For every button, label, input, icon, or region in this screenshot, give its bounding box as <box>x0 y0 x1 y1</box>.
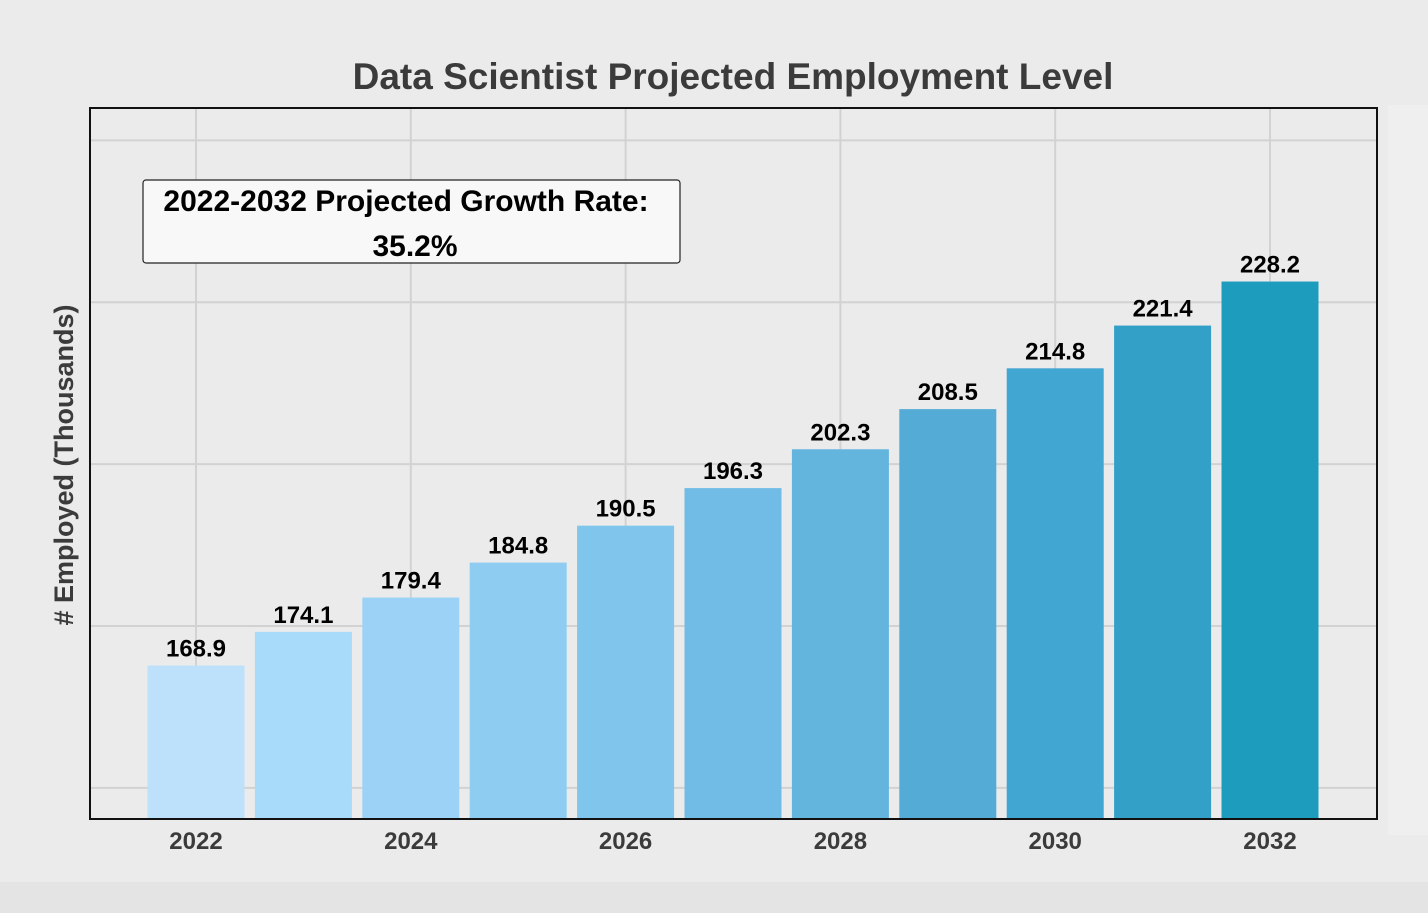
x-tick-label: 2022 <box>169 828 222 855</box>
annotation-line1: 2022-2032 Projected Growth Rate: <box>163 185 648 218</box>
data-label-2031: 221.4 <box>1133 296 1194 323</box>
y-axis-label: # Employed (Thousands) <box>49 304 79 625</box>
data-label-2030: 214.8 <box>1025 338 1085 365</box>
background-strip <box>1388 105 1428 835</box>
data-label-2027: 196.3 <box>703 458 763 485</box>
bar-2022 <box>147 665 245 819</box>
x-tick-label: 2024 <box>384 828 438 855</box>
bar-2026 <box>577 525 675 819</box>
x-tick-label: 2026 <box>599 828 652 855</box>
bar-2031 <box>1114 325 1212 819</box>
annotation-box <box>142 179 681 264</box>
bar-2025 <box>469 562 567 819</box>
data-label-2029: 208.5 <box>918 379 978 406</box>
growth-rate-annotation: 2022-2032 Projected Growth Rate: 35.2% <box>142 179 681 264</box>
data-label-2024: 179.4 <box>381 568 442 595</box>
data-label-2032: 228.2 <box>1240 252 1300 279</box>
bar-2032 <box>1221 281 1319 819</box>
annotation-line2: 35.2% <box>372 230 457 263</box>
bar-2029 <box>899 409 997 819</box>
x-tick-label: 2028 <box>814 828 867 855</box>
data-label-2022: 168.9 <box>166 636 226 663</box>
data-label-2023: 174.1 <box>273 602 333 629</box>
data-label-2028: 202.3 <box>810 419 870 446</box>
data-label-2026: 190.5 <box>596 496 656 523</box>
plot-frame <box>89 107 1378 820</box>
data-label-2025: 184.8 <box>488 533 548 560</box>
bar-2027 <box>684 488 782 819</box>
x-axis-ticks: 2022 2024 2026 2028 2030 2032 <box>169 828 1296 855</box>
bars <box>147 281 1319 819</box>
chart-title: Data Scientist Projected Employment Leve… <box>353 56 1114 97</box>
x-tick-label: 2030 <box>1029 828 1082 855</box>
x-tick-label: 2032 <box>1243 828 1296 855</box>
data-labels: 168.9 174.1 179.4 184.8 190.5 196.3 202.3 208.5… <box>166 252 1300 663</box>
bar-2024 <box>362 597 460 819</box>
bar-2023 <box>254 631 352 819</box>
background-strip <box>0 882 1428 913</box>
bar-2028 <box>791 449 889 819</box>
bar-2030 <box>1006 368 1104 819</box>
